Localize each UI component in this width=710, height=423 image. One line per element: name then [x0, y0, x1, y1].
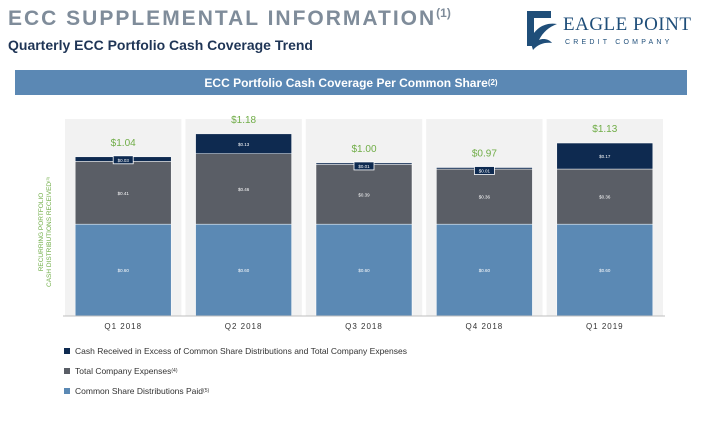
page-subtitle: Quarterly ECC Portfolio Cash Coverage Tr…	[8, 37, 313, 53]
bar-distributions	[315, 223, 413, 317]
data-label-expenses: $0.36	[479, 195, 491, 200]
data-label-excess: $0.03	[118, 158, 130, 163]
page-title-footnote: (1)	[436, 6, 451, 20]
data-label-distributions: $0.60	[118, 268, 130, 273]
total-label: $1.04	[111, 138, 136, 149]
data-label-distributions: $0.60	[599, 268, 611, 273]
total-label: $1.18	[231, 115, 256, 126]
logo-tagline: CREDIT COMPANY	[565, 39, 673, 46]
bar-expenses	[436, 168, 533, 225]
legend-note-distributions: (5)	[203, 388, 210, 394]
x-tick-label: Q4 2018	[466, 322, 504, 331]
data-label-expenses: $0.36	[599, 195, 611, 200]
data-label-expenses: $0.39	[358, 192, 370, 197]
bar-excess	[556, 142, 654, 170]
data-label-distributions: $0.60	[479, 268, 491, 273]
legend-item-distributions: Common Share Distributions Paid (5)	[64, 381, 407, 401]
chart-legend: Cash Received in Excess of Common Share …	[64, 341, 407, 401]
page-title: ECC SUPPLEMENTAL INFORMATION(1)	[8, 6, 451, 31]
legend-swatch-excess	[64, 348, 70, 354]
bar-distributions	[436, 223, 533, 317]
total-label: $1.13	[592, 124, 617, 135]
data-label-box-excess	[353, 161, 375, 171]
x-tick-label: Q3 2018	[345, 322, 383, 331]
data-label-distributions: $0.60	[358, 268, 370, 273]
legend-swatch-expenses	[64, 368, 70, 374]
data-label-excess: $0.01	[358, 164, 370, 169]
eagle-logo-icon	[527, 11, 557, 50]
chart-title-banner: ECC Portfolio Cash Coverage Per Common S…	[15, 70, 687, 95]
data-label-expenses: $0.46	[238, 187, 250, 192]
data-label-distributions: $0.60	[238, 268, 250, 273]
y-axis-label-line2: CASH DISTRIBUTIONS RECEIVED(3)	[45, 176, 53, 287]
company-logo: EAGLE POINT CREDIT COMPANY	[525, 10, 703, 56]
bar-expenses	[74, 161, 172, 225]
chart-title-footnote: (2)	[487, 78, 498, 87]
chart-title: ECC Portfolio Cash Coverage Per Common S…	[204, 75, 488, 90]
total-label: $1.00	[351, 144, 376, 155]
y-axis-label-line1: RECURRING PORTFOLIO	[38, 193, 45, 272]
y-axis-label-footnote: (3)	[45, 176, 50, 182]
legend-label-expenses: Total Company Expenses	[75, 366, 172, 376]
total-label: $0.97	[472, 149, 497, 160]
legend-label-excess: Cash Received in Excess of Common Share …	[75, 346, 407, 356]
data-label-excess: $0.17	[599, 154, 611, 159]
data-label-box-excess	[473, 166, 495, 175]
bar-distributions	[195, 223, 292, 317]
x-tick-label: Q1 2019	[586, 322, 624, 331]
legend-item-expenses: Total Company Expenses (4)	[64, 361, 407, 381]
bar-expenses	[556, 168, 654, 225]
x-tick-label: Q2 2018	[225, 322, 263, 331]
bar-expenses	[315, 164, 413, 225]
bar-excess	[195, 133, 292, 154]
data-label-box-excess	[112, 155, 134, 165]
legend-note-expenses: (4)	[171, 368, 178, 374]
data-label-expenses: $0.41	[118, 191, 130, 196]
data-label-excess: $0.01	[479, 169, 491, 174]
bar-distributions	[74, 223, 172, 317]
page-title-text: ECC SUPPLEMENTAL INFORMATION	[8, 7, 437, 30]
legend-swatch-distributions	[64, 388, 70, 394]
data-label-excess: $0.13	[238, 142, 250, 147]
legend-item-excess: Cash Received in Excess of Common Share …	[64, 341, 407, 361]
x-tick-label: Q1 2018	[104, 322, 142, 331]
legend-label-distributions: Common Share Distributions Paid	[75, 386, 204, 396]
bar-distributions	[556, 223, 654, 317]
logo-wordmark: EAGLE POINT	[563, 14, 692, 35]
